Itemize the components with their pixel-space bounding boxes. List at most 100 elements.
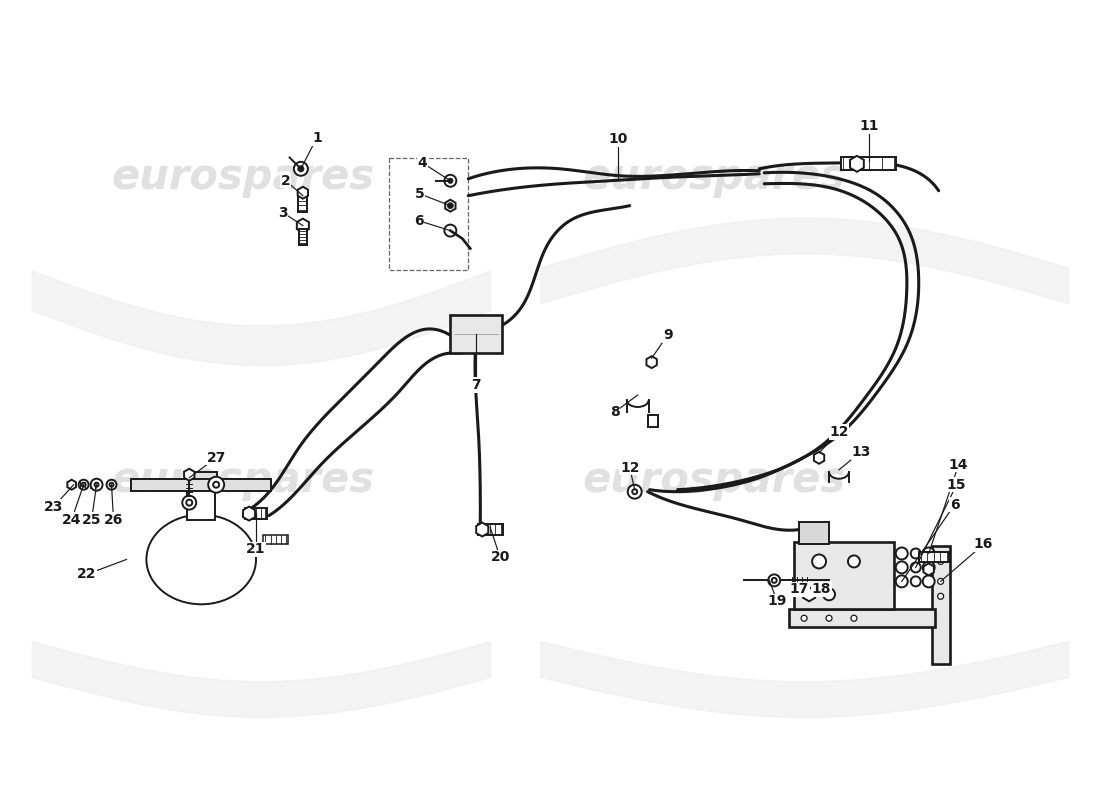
Circle shape	[110, 482, 113, 486]
Bar	[187, 474, 216, 519]
Text: 25: 25	[81, 513, 101, 526]
Circle shape	[183, 496, 196, 510]
Circle shape	[911, 549, 921, 558]
Circle shape	[895, 575, 908, 587]
Text: 14: 14	[949, 458, 968, 472]
Circle shape	[812, 554, 826, 569]
Text: 19: 19	[768, 594, 786, 608]
Circle shape	[848, 555, 860, 567]
Bar	[799, 522, 829, 543]
Text: 22: 22	[77, 567, 97, 582]
Text: 24: 24	[62, 513, 81, 526]
Circle shape	[895, 562, 908, 574]
Text: 2: 2	[280, 174, 290, 188]
Polygon shape	[803, 587, 815, 602]
Polygon shape	[476, 522, 488, 537]
Circle shape	[95, 482, 99, 486]
Circle shape	[923, 547, 935, 559]
Bar	[298, 190, 307, 212]
Text: 16: 16	[974, 538, 993, 551]
Circle shape	[208, 477, 224, 493]
Text: 17: 17	[790, 582, 808, 596]
Text: 21: 21	[246, 542, 266, 557]
Circle shape	[294, 162, 308, 176]
Circle shape	[911, 576, 921, 586]
Text: eurospares: eurospares	[111, 458, 375, 501]
Bar	[648, 415, 658, 427]
Bar	[477, 524, 503, 535]
Polygon shape	[184, 469, 195, 481]
Text: 10: 10	[608, 132, 627, 146]
Bar	[245, 508, 267, 519]
Ellipse shape	[146, 514, 256, 604]
Circle shape	[937, 594, 944, 599]
Text: 4: 4	[418, 156, 427, 170]
Bar	[264, 534, 288, 545]
Circle shape	[937, 558, 944, 565]
Circle shape	[923, 562, 935, 574]
Bar	[918, 553, 948, 562]
Bar	[794, 542, 894, 610]
Text: 3: 3	[278, 206, 288, 220]
Bar	[789, 610, 935, 627]
Text: 6: 6	[414, 214, 424, 228]
Text: 13: 13	[851, 445, 870, 459]
Circle shape	[632, 489, 637, 494]
Circle shape	[78, 480, 89, 490]
Polygon shape	[243, 506, 255, 521]
Circle shape	[81, 482, 86, 486]
Polygon shape	[924, 563, 934, 575]
Circle shape	[851, 615, 857, 622]
Polygon shape	[814, 452, 824, 464]
Polygon shape	[647, 356, 657, 368]
Bar	[132, 478, 271, 490]
Text: 18: 18	[812, 582, 830, 596]
Circle shape	[186, 500, 192, 506]
Circle shape	[895, 547, 908, 559]
Circle shape	[213, 482, 219, 488]
Text: eurospares: eurospares	[111, 156, 375, 198]
Circle shape	[448, 178, 453, 183]
Polygon shape	[446, 200, 455, 212]
Polygon shape	[67, 480, 76, 490]
Text: 1: 1	[312, 131, 321, 145]
Circle shape	[911, 562, 921, 572]
Circle shape	[448, 202, 453, 209]
Bar	[842, 158, 896, 170]
Circle shape	[937, 578, 944, 584]
Bar	[185, 472, 217, 480]
Text: 12: 12	[620, 461, 639, 474]
Text: 23: 23	[44, 500, 64, 514]
Text: 15: 15	[947, 478, 966, 492]
Circle shape	[298, 166, 304, 172]
Text: 11: 11	[859, 119, 879, 133]
Circle shape	[107, 480, 117, 490]
Bar	[299, 229, 307, 245]
Circle shape	[923, 575, 935, 587]
Polygon shape	[850, 156, 864, 172]
Text: 8: 8	[609, 405, 619, 419]
Text: 5: 5	[415, 186, 425, 201]
Polygon shape	[297, 218, 309, 233]
Circle shape	[90, 478, 102, 490]
Text: 12: 12	[829, 425, 849, 439]
Circle shape	[801, 615, 807, 622]
Circle shape	[772, 578, 777, 583]
Circle shape	[628, 485, 641, 498]
Bar	[932, 546, 949, 664]
Text: 6: 6	[949, 498, 959, 512]
Circle shape	[826, 615, 832, 622]
Polygon shape	[298, 186, 308, 198]
Text: 26: 26	[103, 513, 123, 526]
Circle shape	[444, 174, 456, 186]
Text: eurospares: eurospares	[583, 458, 846, 501]
Bar	[450, 315, 503, 353]
Text: 9: 9	[663, 328, 672, 342]
Circle shape	[444, 225, 456, 237]
Text: 20: 20	[491, 550, 510, 565]
Text: 27: 27	[207, 450, 226, 465]
Circle shape	[768, 574, 780, 586]
Text: eurospares: eurospares	[583, 156, 846, 198]
Text: 7: 7	[472, 378, 481, 392]
Circle shape	[823, 588, 835, 600]
